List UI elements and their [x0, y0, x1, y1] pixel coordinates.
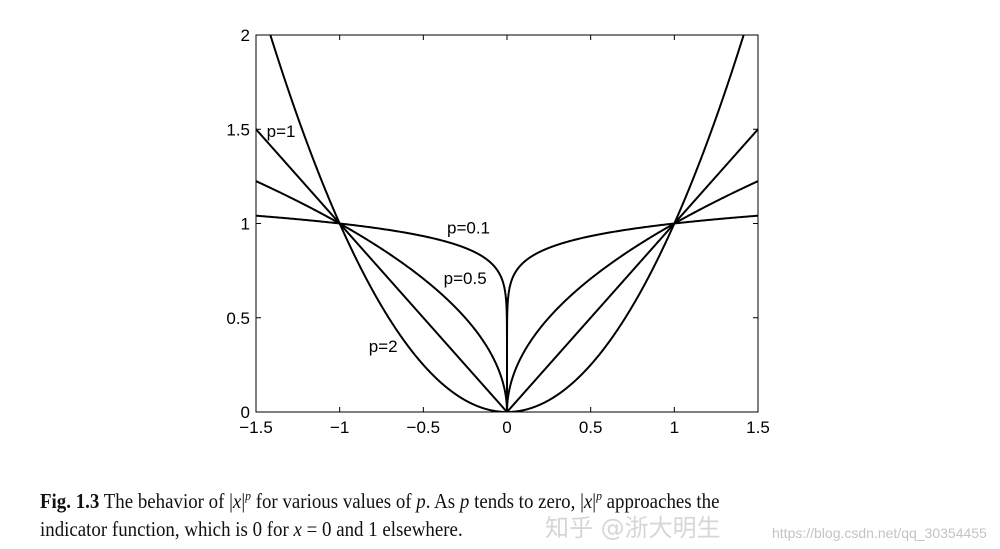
- caption-var: x: [583, 489, 593, 513]
- caption-var: p: [245, 488, 251, 503]
- caption-var: x: [232, 489, 242, 513]
- watermark-url: https://blog.csdn.net/qq_30354455: [772, 525, 987, 541]
- caption-text: |: [592, 489, 597, 513]
- y-tick-label: 2: [241, 26, 250, 45]
- x-tick-label: −1.5: [239, 418, 273, 437]
- tick-labels: −1.5 −1 −0.5 0 0.5 1 1.5 0 0.5 1 1.5 2: [226, 26, 769, 437]
- caption-var: p: [416, 489, 426, 513]
- series-line-p=0.5: [256, 180, 758, 412]
- figure-caption-line2: indicator function, which is 0 for x = 0…: [40, 517, 463, 542]
- series-label-p=2: p=2: [369, 337, 398, 356]
- y-tick-label: 0.5: [226, 309, 250, 328]
- y-tick-label: 1: [241, 215, 250, 234]
- caption-var: p: [596, 488, 602, 503]
- caption-text: The behavior of |: [99, 489, 233, 513]
- caption-text: for various values of: [250, 489, 417, 513]
- caption-text: = 0 and 1 elsewhere.: [301, 517, 463, 541]
- x-tick-label: 1.5: [746, 418, 770, 437]
- series-label-p=0.5: p=0.5: [444, 269, 487, 288]
- y-tick-label: 1.5: [226, 120, 250, 139]
- caption-var: x: [293, 517, 302, 541]
- x-tick-label: 0.5: [579, 418, 603, 437]
- x-tick-label: 0: [502, 418, 511, 437]
- caption-text: approaches the: [601, 489, 720, 513]
- caption-text: indicator function, which is 0 for: [40, 517, 294, 541]
- curves: p=0.1 p=0.5 p=1 p=2: [256, 35, 758, 412]
- x-tick-label: −1: [330, 418, 349, 437]
- x-tick-label: −0.5: [407, 418, 441, 437]
- caption-text: |: [241, 489, 246, 513]
- series-line-p=0.1: [256, 214, 758, 412]
- figure-number: Fig. 1.3: [40, 489, 100, 513]
- figure-caption-line1: Fig. 1.3 The behavior of |x|p for variou…: [40, 489, 719, 514]
- caption-text: tends to zero, |: [469, 489, 584, 513]
- y-tick-label: 0: [241, 403, 250, 422]
- caption-text: . As: [425, 489, 460, 513]
- watermark-brand: 知乎 @浙大明生: [545, 514, 721, 542]
- ticks: [255, 34, 759, 413]
- x-tick-label: 1: [670, 418, 679, 437]
- series-label-p=1: p=1: [267, 122, 296, 141]
- series-line-p=2: [269, 35, 745, 412]
- series-label-p=0.1: p=0.1: [447, 218, 490, 237]
- chart: p=0.1 p=0.5 p=1 p=2 −1.5 −1 −0.5 0 0.5 1 1.5 0 0.5 1…: [226, 26, 769, 437]
- caption-var: p: [459, 489, 470, 513]
